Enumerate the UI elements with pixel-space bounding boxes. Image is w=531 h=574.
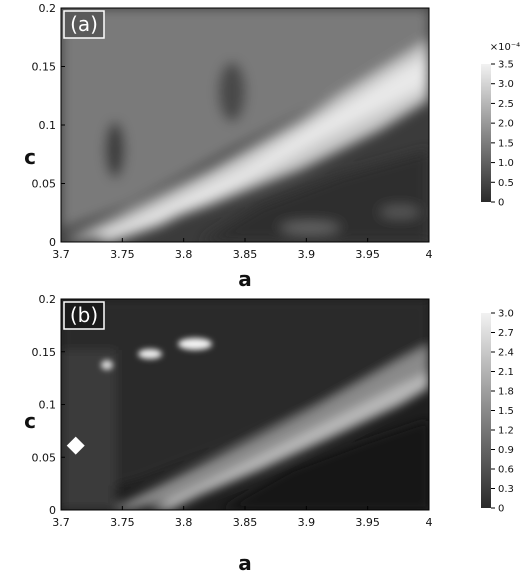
- colorbar-b-tick-label: 0: [498, 504, 504, 515]
- panel-b-spot-1: [101, 360, 113, 370]
- colorbar-b: [481, 313, 491, 508]
- panel-a-label: (a): [70, 12, 98, 36]
- panel-a-y-tick-label: 0.1: [39, 119, 57, 132]
- colorbar-a-tick-label: 2.5: [498, 99, 514, 110]
- panel-a-x-tick-label: 3.95: [355, 248, 380, 261]
- panel-b-spot-2: [138, 349, 162, 359]
- panel-b-diamond-marker: [66, 436, 85, 455]
- panel-b-ylabel: c: [24, 409, 36, 433]
- colorbar-b-tick-label: 0.6: [498, 465, 514, 476]
- colorbar-a-exponent: ×10⁻⁴: [490, 42, 520, 53]
- panel-b-x-tick-label: 3.7: [52, 516, 70, 529]
- panel-b-label-box: [63, 301, 105, 330]
- panel-b-y-tick-label: 0.2: [39, 293, 57, 306]
- panel-b-y-tick-label: 0.1: [39, 399, 57, 412]
- colorbar-b-tick-label: 0.3: [498, 484, 514, 495]
- colorbar-b-tick-label: 2.7: [498, 328, 514, 339]
- colorbar-b-tick-label: 2.4: [498, 348, 514, 359]
- panel-b-x-tick-label: 4: [426, 516, 433, 529]
- panel-a-x-tick-label: 3.9: [298, 248, 316, 261]
- colorbar-b-tick-label: 3.0: [498, 309, 514, 320]
- colorbar-b-tick-label: 1.5: [498, 406, 514, 417]
- panel-a-x-tick-label: 3.75: [110, 248, 135, 261]
- panel-a-y-tick-label: 0.05: [32, 178, 57, 191]
- colorbar-a: [481, 64, 491, 202]
- panel-a-y-tick-label: 0.15: [32, 61, 57, 74]
- panel-b-y-tick-label: 0: [49, 504, 56, 517]
- panel-b-x-tick-label: 3.8: [175, 516, 193, 529]
- colorbar-a-tick-label: 0.5: [498, 178, 514, 189]
- panel-b-spot-3: [178, 338, 212, 350]
- colorbar-b-tick-label: 1.2: [498, 426, 514, 437]
- panel-a-ylabel: c: [24, 145, 36, 169]
- panel-b-y-tick-label: 0.05: [32, 451, 57, 464]
- panel-a-x-tick-label: 3.8: [175, 248, 193, 261]
- colorbar-a-tick-label: 2.0: [498, 119, 514, 130]
- colorbar-b-ticks: 0 0.3 0.6 0.9 1.2 1.5 1.8 2.1 2.4 2.7 3.0: [491, 309, 514, 515]
- panel-b-x-tick-label: 3.9: [298, 516, 316, 529]
- panel-b-label: (b): [70, 303, 98, 327]
- panel-a-x-tick-label: 4: [426, 248, 433, 261]
- panel-a-dip-2: [218, 62, 246, 122]
- panel-b-x-tick-label: 3.95: [355, 516, 380, 529]
- colorbar-a-tick-label: 0: [498, 198, 504, 209]
- panel-a-dip-1: [105, 122, 125, 178]
- colorbar-a-tick-label: 3.5: [498, 60, 514, 71]
- panel-b-y-tick-label: 0.15: [32, 346, 57, 359]
- panel-b-xlabel: a: [238, 551, 252, 574]
- panel-a-y-tick-label: 0: [49, 236, 56, 249]
- colorbar-a-tick-label: 3.0: [498, 79, 514, 90]
- colorbar-b-tick-label: 2.1: [498, 367, 514, 378]
- colorbar-a-tick-label: 1.0: [498, 158, 514, 169]
- panel-a-x-tick-label: 3.85: [233, 248, 258, 261]
- panel-a-label-box: [63, 10, 105, 39]
- heatmap-panel-b: (b) c a 3.7 3.75 3.8 3.85 3.9 3.95 4 0 0.05 0.1 0.…: [24, 293, 514, 574]
- colorbar-a-ticks: 0 0.5 1.0 1.5 2.0 2.5 3.0 3.5: [491, 60, 514, 209]
- panel-a-xlabel: a: [238, 267, 252, 291]
- panel-a-x-tick-label: 3.7: [52, 248, 70, 261]
- panel-b-x-tick-label: 3.75: [110, 516, 135, 529]
- colorbar-b-tick-label: 1.8: [498, 387, 514, 398]
- panel-b-x-tick-label: 3.85: [233, 516, 258, 529]
- colorbar-b-tick-label: 0.9: [498, 445, 514, 456]
- heatmap-panel-a: (a) c a 3.7 3.75 3.8 3.85 3.9 3.95 4 0 0.05 0.1 0.…: [24, 2, 520, 291]
- panel-a-y-tick-label: 0.2: [39, 2, 57, 15]
- colorbar-a-tick-label: 1.5: [498, 138, 514, 149]
- panel-b-ticks: 3.7 3.75 3.8 3.85 3.9 3.95 4 0 0.05 0.1 0.15 0.2: [32, 293, 433, 529]
- panel-a-ticks: 3.7 3.75 3.8 3.85 3.9 3.95 4 0 0.05 0.1 0.15 0.2: [32, 2, 433, 261]
